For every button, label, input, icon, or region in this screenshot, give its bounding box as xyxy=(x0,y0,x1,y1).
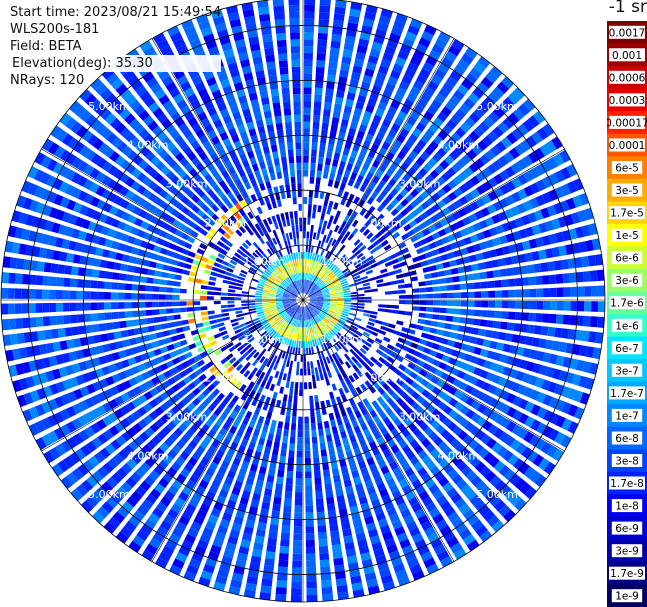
ring-label: 3.00km xyxy=(399,178,441,191)
colorbar-label-bg xyxy=(609,206,645,220)
colorbar-label-bg xyxy=(611,341,643,355)
ring-label: 1.00km xyxy=(321,333,363,346)
colorbar-label-bg xyxy=(611,521,643,535)
ring-label: 5.00km xyxy=(88,100,130,113)
colorbar-label: 0.0017 xyxy=(609,27,646,39)
colorbar-label-bg xyxy=(609,138,645,152)
colorbar-label-bg xyxy=(609,566,645,580)
colorbar-label-bg xyxy=(609,48,645,62)
colorbar-label: 3e-8 xyxy=(615,456,639,468)
colorbar-label-bg xyxy=(609,476,645,490)
colorbar-label-bg xyxy=(611,251,643,265)
colorbar-label: 1e-8 xyxy=(615,501,639,513)
colorbar-label: 0.00017 xyxy=(607,117,647,129)
colorbar-label: 3e-6 xyxy=(615,275,639,287)
colorbar-label-bg xyxy=(611,318,643,332)
nrays-text: NRays: 120 xyxy=(10,73,85,88)
colorbar-label: 6e-9 xyxy=(615,523,639,535)
colorbar-label: 3e-5 xyxy=(615,185,639,197)
colorbar-label: 6e-7 xyxy=(615,343,639,355)
ray-layer xyxy=(1,0,605,602)
ring-label: 5.00km xyxy=(476,100,518,113)
ring-label: 4.00km xyxy=(438,139,480,152)
colorbar-label: 0.001 xyxy=(612,50,642,62)
ring-label: 4.00km xyxy=(438,449,480,462)
colorbar-label-bg xyxy=(609,25,645,39)
colorbar-label-bg xyxy=(611,408,643,422)
colorbar-label: 3e-9 xyxy=(615,546,639,558)
colorbar-label-bg xyxy=(611,589,643,603)
colorbar-label: 1.7e-6 xyxy=(610,298,644,310)
ring-label: 1.00km xyxy=(243,255,285,268)
colorbar-label: 1e-5 xyxy=(615,230,639,242)
elevation-text: Elevation(deg): 35.30 xyxy=(10,55,222,72)
colorbar: 0.0017 0.001 0.0006 0.0003 0.00017 0.0001 6e-5… xyxy=(607,21,647,607)
colorbar-label-bg xyxy=(611,273,643,287)
colorbar-label: 0.0003 xyxy=(609,95,646,107)
ring-label: 1.00km xyxy=(321,255,363,268)
ring-label: 3.00km xyxy=(166,411,208,424)
ring-label: 3.00km xyxy=(399,411,441,424)
colorbar-unit-label: -1 sr xyxy=(608,0,647,17)
colorbar-label-bg xyxy=(611,228,643,242)
ring-label-layer: 1.00km 1.00km 1.00km 1.00km 2.00km 2.00km 2.00… xyxy=(88,100,518,501)
ring-label: 2.00km xyxy=(205,372,247,385)
colorbar-label: 1.7e-7 xyxy=(610,388,644,400)
ring-label: 4.00km xyxy=(127,449,169,462)
colorbar-label: 1e-9 xyxy=(615,591,639,603)
range-ring-grid xyxy=(0,0,606,603)
colorbar-label: 1.7e-8 xyxy=(610,478,644,490)
colorbar-label-bg xyxy=(609,386,645,400)
colorbar-label-bg xyxy=(611,183,643,197)
colorbar-label-bg xyxy=(611,431,643,445)
ring-label: 3.00km xyxy=(166,178,208,191)
ring-label: 1.00km xyxy=(243,333,285,346)
ring-label: 2.00km xyxy=(360,216,402,229)
colorbar-label: 1.7e-5 xyxy=(610,208,644,220)
colorbar-label: 3e-7 xyxy=(615,365,639,377)
colorbar-label: 1e-6 xyxy=(615,320,639,332)
colorbar-label: 1e-7 xyxy=(615,410,639,422)
ring-label: 2.00km xyxy=(205,216,247,229)
instrument-text: WLS200s-181 xyxy=(10,22,100,37)
ring-label: 5.00km xyxy=(476,488,518,501)
colorbar-label: 6e-5 xyxy=(615,163,639,175)
start-time-text: Start time: 2023/08/21 15:49:54 xyxy=(10,5,222,20)
colorbar-label-bg xyxy=(611,454,643,467)
ring-label: 4.00km xyxy=(127,139,169,152)
ring-label: 2.00km xyxy=(360,372,402,385)
colorbar-label: 1.7e-9 xyxy=(610,568,644,580)
colorbar-label-bg xyxy=(611,499,643,513)
colorbar-label: 6e-8 xyxy=(615,433,639,445)
colorbar-label-bg xyxy=(611,161,643,174)
colorbar-label-bg xyxy=(609,296,645,310)
colorbar-label-bg xyxy=(609,93,645,107)
colorbar-label: 0.0006 xyxy=(609,72,646,84)
colorbar-label: 6e-6 xyxy=(615,253,639,265)
info-panel: Start time: 2023/08/21 15:49:54 WLS200s-… xyxy=(10,4,222,89)
ring-label: 5.00km xyxy=(88,488,130,501)
colorbar-label-bg xyxy=(611,544,643,558)
field-text: Field: BETA xyxy=(10,39,82,54)
colorbar-label-bg xyxy=(611,363,643,377)
colorbar-label: 0.0001 xyxy=(609,140,646,152)
colorbar-label-bg xyxy=(609,115,645,129)
colorbar-label-bg xyxy=(609,70,645,84)
